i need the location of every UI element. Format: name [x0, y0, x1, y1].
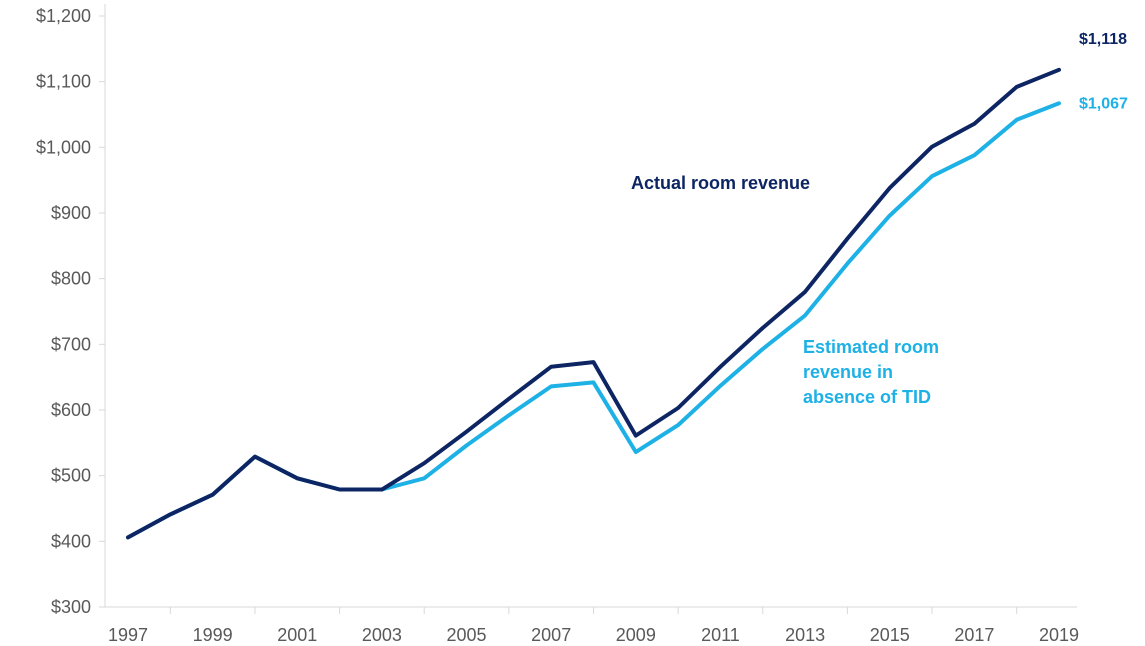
y-axis: $300 $400 $500 $600 $700 $800 $900 $1,000 $1,100…	[36, 4, 106, 617]
y-tick-label: $400	[51, 531, 91, 551]
y-tick-label: $700	[51, 334, 91, 354]
x-tick-label: 2003	[362, 625, 402, 645]
x-axis: 1997 1999 2001 2003 2005 2007 2009 2011 2013 2015…	[105, 606, 1079, 645]
x-tick-label: 2007	[531, 625, 571, 645]
y-tick-label: $600	[51, 400, 91, 420]
y-tick-label: $300	[51, 597, 91, 617]
y-tick-label: $1,000	[36, 137, 91, 157]
y-tick-label: $900	[51, 203, 91, 223]
y-tick-label: $500	[51, 466, 91, 486]
estimated-revenue-line	[126, 101, 1061, 540]
x-tick-label: 1997	[108, 625, 148, 645]
x-tick-label: 2019	[1039, 625, 1079, 645]
estimated-annotation-line-3: absence of TID	[803, 387, 931, 407]
x-tick-label: 2005	[447, 625, 487, 645]
y-tick-label: $1,200	[36, 6, 91, 26]
x-tick-label: 2013	[785, 625, 825, 645]
series-labels: Actual room revenue Estimated room reven…	[631, 31, 1128, 407]
actual-end-value-label: $1,118	[1079, 31, 1127, 48]
y-tick-label: $800	[51, 269, 91, 289]
y-tick-label: $1,100	[36, 72, 91, 92]
x-tick-label: 2001	[277, 625, 317, 645]
x-tick-label: 1999	[193, 625, 233, 645]
series-lines	[126, 67, 1061, 540]
x-tick-label: 2015	[870, 625, 910, 645]
estimated-annotation-line-1: Estimated room	[803, 337, 939, 357]
x-tick-label: 2009	[616, 625, 656, 645]
estimated-annotation-line-2: revenue in	[803, 362, 893, 382]
x-tick-label: 2011	[701, 625, 740, 645]
x-tick-label: 2017	[954, 625, 994, 645]
estimated-end-value-label: $1,067	[1079, 95, 1128, 112]
actual-revenue-line	[126, 67, 1061, 540]
estimated-series-annotation: Estimated room revenue in absence of TID	[803, 337, 944, 407]
actual-series-annotation: Actual room revenue	[631, 173, 810, 193]
